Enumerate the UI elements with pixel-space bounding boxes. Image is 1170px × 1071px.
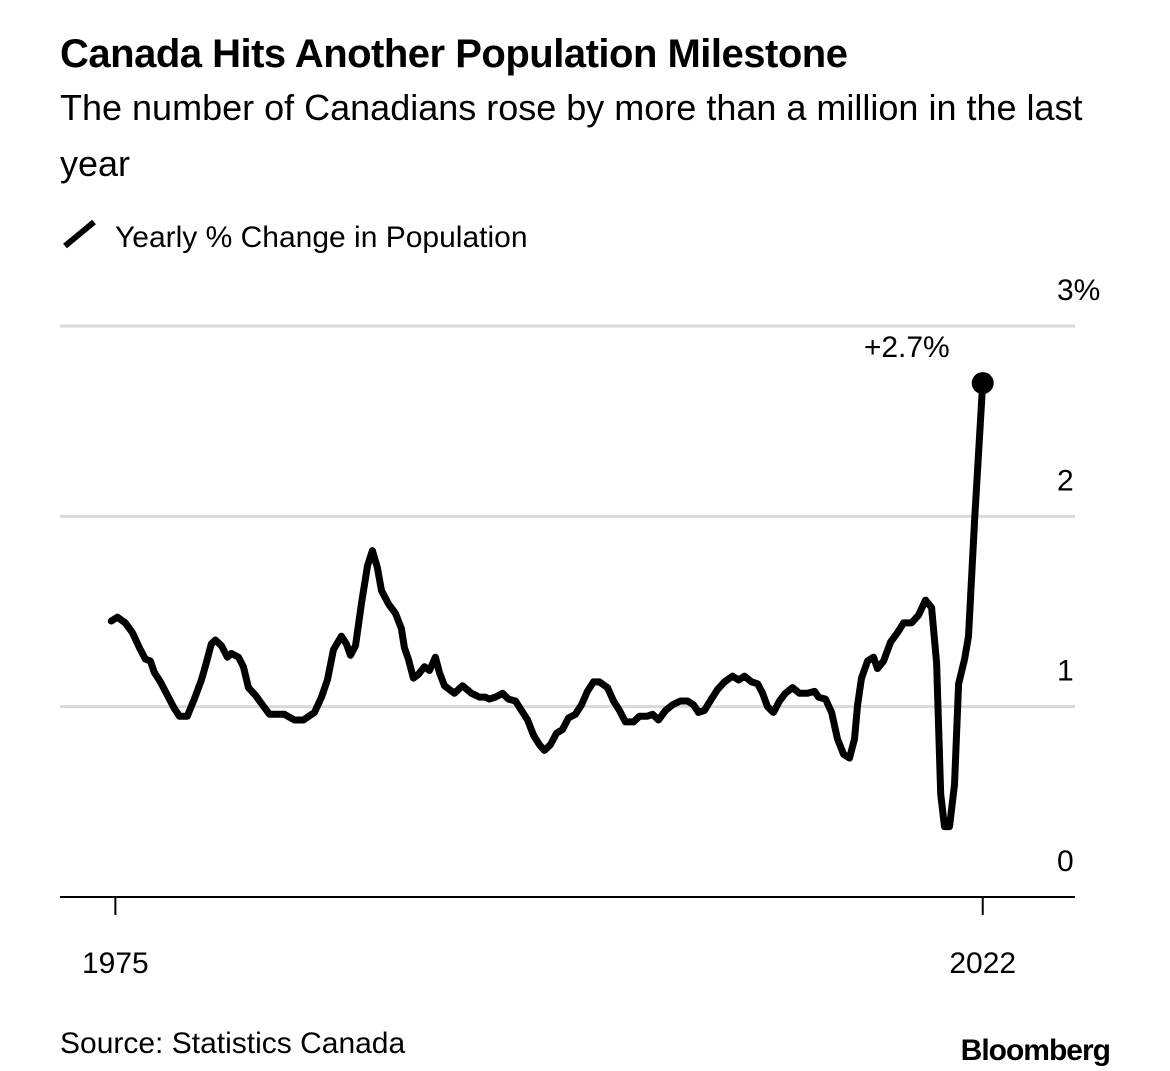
annotation: +2.7% xyxy=(864,331,950,364)
header: Canada Hits Another Population Milestone… xyxy=(60,28,1120,192)
data-line xyxy=(107,379,987,831)
y-tick-label: 0 xyxy=(1057,845,1074,878)
y-tick-label: 2 xyxy=(1057,464,1074,497)
legend-label: Yearly % Change in Population xyxy=(115,221,528,254)
legend-swatch xyxy=(63,219,96,249)
y-tick-label: 3% xyxy=(1057,274,1100,307)
x-tick-label: 1975 xyxy=(82,947,149,980)
chart-subtitle: The number of Canadians rose by more tha… xyxy=(60,87,1083,184)
end-point xyxy=(971,372,994,395)
source-note: Source: Statistics Canada xyxy=(60,1027,405,1060)
y-tick-label: 1 xyxy=(1057,655,1074,688)
chart-title: Canada Hits Another Population Milestone xyxy=(60,32,848,76)
brand: Bloomberg xyxy=(961,1034,1110,1067)
x-tick-label: 2022 xyxy=(949,947,1016,980)
